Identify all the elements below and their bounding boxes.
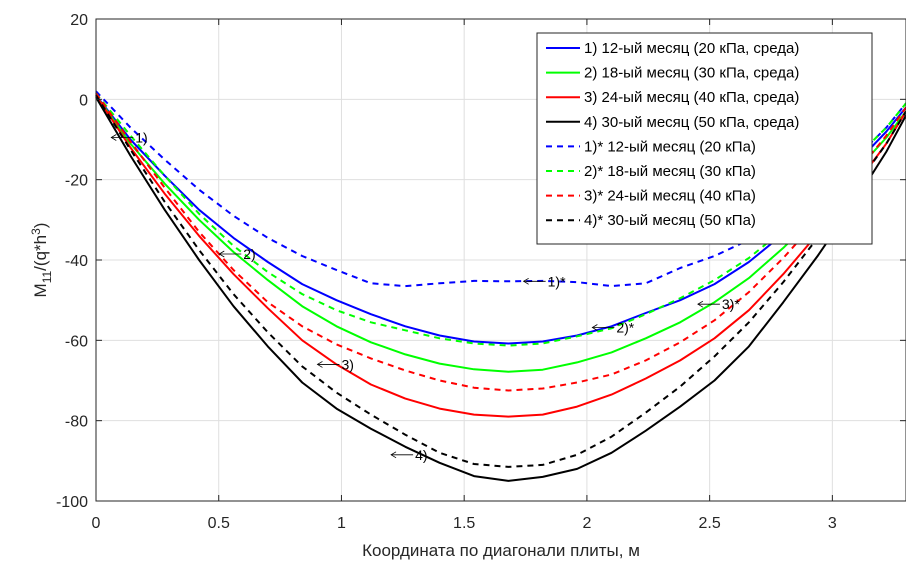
annotation-arrowhead-6 [591,324,598,331]
annotation-layer: 1) 2) 3) 4) 1)* 2)* 3)* [110,129,740,463]
annotation-label-2: 2) [243,246,255,262]
annotation-label-6: 2)* [616,319,634,335]
legend-label-7: 3)* 24-ый месяц (40 кПа) [584,188,756,205]
y-tick-label: -80 [65,414,88,431]
x-tick-label: 0 [92,515,101,532]
legend-label-2: 2) 18-ый месяц (30 кПа, среда) [584,65,799,82]
legend-label-4: 4) 30-ый месяц (50 кПа, среда) [584,114,799,131]
y-axis-label: M11/(q*h3) [29,223,54,298]
annotation-arrowhead-7 [697,300,704,308]
y-label-main: M [31,283,50,297]
series-line-7 [95,92,906,392]
x-axis-label: Координата по диагонали плиты, м [362,541,640,560]
series-line-4 [95,96,906,482]
annotation-label-3: 3) [341,356,353,372]
annotation-label-1: 1) [135,129,147,145]
y-tick-label: -60 [65,333,88,350]
x-tick-label: 1.5 [453,515,475,532]
x-tick-label: 1 [337,515,346,532]
y-tick-label: 20 [70,12,88,29]
y-label-rest: /(q*h [31,235,50,271]
y-tick-label: 0 [79,92,88,109]
x-tick-labels: 0 0.5 1 1.5 2 2.5 3 [92,515,837,532]
y-tick-labels: 20 0 -20 -40 -60 -80 -100 [56,12,88,511]
legend-label-6: 2)* 18-ый месяц (30 кПа) [584,163,756,180]
series-line-5 [95,90,906,288]
series-line-8 [95,94,906,468]
legend-box [536,32,873,245]
series-line-3 [95,94,906,418]
x-tick-label: 2.5 [699,515,721,532]
y-label-close: ) [31,223,50,229]
annotation-label-4: 4) [415,447,427,463]
y-tick-label: -100 [56,494,88,511]
y-label-superscript: 3 [29,228,43,235]
legend-label-8: 4)* 30-ый месяц (50 кПа) [584,212,756,229]
annotation-label-7: 3)* [722,296,740,312]
y-tick-label: -20 [65,173,88,190]
x-tick-label: 0.5 [208,515,230,532]
series-line-2 [95,94,906,373]
y-label-subscript: 11 [40,271,54,284]
annotation-arrowhead-4 [390,451,397,459]
legend-label-5: 1)* 12-ый месяц (20 кПа) [584,138,756,155]
annotation-arrowhead-3 [316,361,323,368]
y-tick-label: -40 [65,253,88,270]
annotation-arrowhead-5 [522,277,529,285]
legend: 1) 12-ый месяц (20 кПа, среда) 2) 18-ый м… [536,32,873,245]
legend-label-1: 1) 12-ый месяц (20 кПа, среда) [584,40,799,57]
x-tick-label: 2 [582,515,591,532]
annotation-arrowhead-2 [218,250,225,258]
annotation-label-5: 1)* [548,273,566,289]
x-tick-label: 3 [828,515,837,532]
annotation-arrowhead-1 [110,134,117,141]
legend-label-3: 3) 24-ый месяц (40 кПа, среда) [584,89,799,106]
axis-ticks [95,18,906,502]
